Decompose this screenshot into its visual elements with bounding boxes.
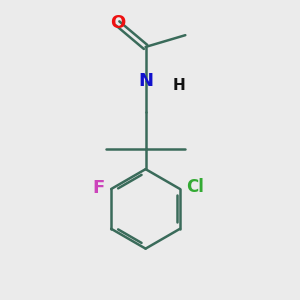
Text: H: H (173, 78, 186, 93)
Text: N: N (138, 72, 153, 90)
Text: Cl: Cl (186, 178, 204, 196)
Text: F: F (93, 178, 105, 196)
Text: O: O (110, 14, 125, 32)
